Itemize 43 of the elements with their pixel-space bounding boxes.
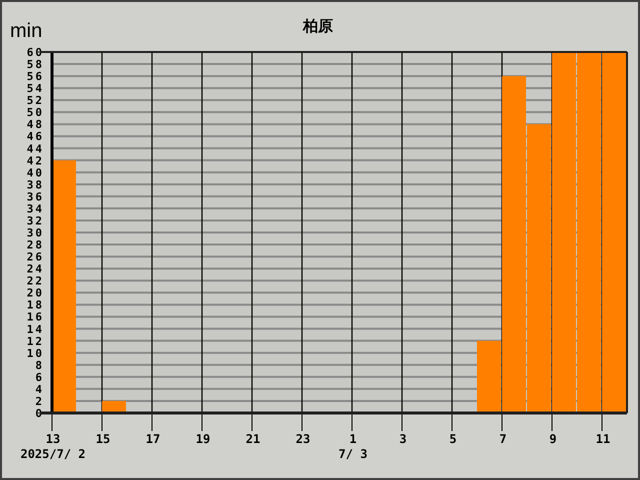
y-tick-label: 2: [35, 394, 44, 408]
y-tick-label: 32: [26, 214, 44, 228]
y-tick-label: 14: [26, 322, 44, 336]
y-tick-label: 16: [26, 310, 44, 324]
chart-title: 柏原: [302, 17, 333, 35]
y-tick-label: 46: [26, 130, 44, 144]
x-tick-label: 13 2025/7/ 2: [20, 432, 86, 461]
y-tick-label: 28: [26, 238, 44, 252]
y-tick-label: 24: [26, 262, 44, 276]
y-tick-label: 26: [26, 250, 44, 264]
x-tick-label: 9: [549, 432, 557, 446]
x-tick-label: 23: [296, 432, 310, 446]
x-tick-label: 11: [596, 432, 610, 446]
y-axis-title: min: [10, 20, 42, 42]
y-tick-label: 44: [26, 142, 44, 156]
y-tick-label: 56: [26, 70, 44, 84]
x-tick-label: 15: [96, 432, 110, 446]
y-tick-label: 52: [26, 94, 44, 108]
x-tick-label: 17: [146, 432, 160, 446]
y-tick-label: 42: [26, 154, 44, 168]
y-tick-label: 20: [26, 286, 44, 300]
y-tick-label: 10: [26, 346, 44, 360]
y-tick-label: 50: [26, 106, 44, 120]
y-tick-label: 34: [26, 202, 44, 216]
y-tick-label: 54: [26, 82, 44, 96]
y-tick-label: 40: [26, 166, 44, 180]
x-tick-label: 5: [449, 432, 457, 446]
y-tick-label: 58: [26, 58, 44, 72]
y-tick-label: 30: [26, 226, 44, 240]
x-tick-label: 21: [246, 432, 260, 446]
y-tick-label: 36: [26, 190, 44, 204]
x-tick-label: 19: [196, 432, 210, 446]
x-tick-label: 7: [499, 432, 507, 446]
y-tick-label: 8: [35, 358, 44, 372]
y-tick-label: 48: [26, 118, 44, 132]
y-tick-label: 4: [35, 382, 44, 396]
y-tick-label: 22: [26, 274, 44, 288]
y-tick-label: 18: [26, 298, 44, 312]
y-tick-label: 6: [35, 370, 44, 384]
x-tick-label: 1 7/ 3: [338, 432, 368, 461]
x-tick-label: 3: [399, 432, 407, 446]
y-tick-label: 12: [26, 334, 44, 348]
y-tick-label: 38: [26, 178, 44, 192]
